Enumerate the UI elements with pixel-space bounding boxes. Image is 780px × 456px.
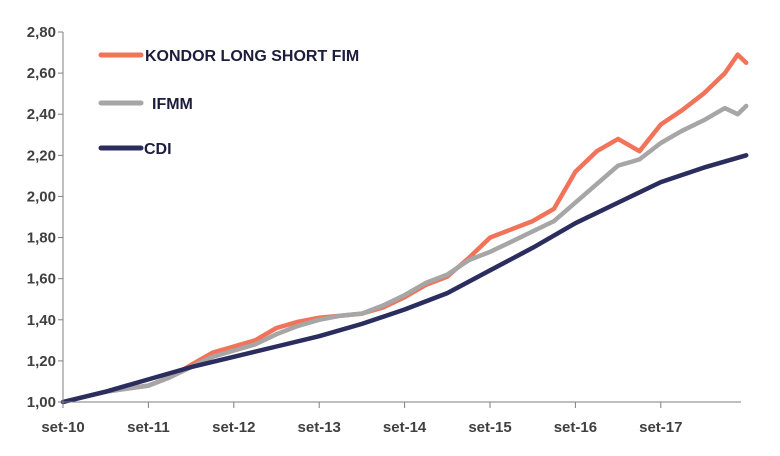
plot-lines <box>60 52 749 405</box>
y-axis-ticks: 1,00 1,20 1,40 1,60 1,80 2,00 2,20 2,40 2,60 2,80 <box>27 24 63 411</box>
y-tick-label: 1,80 <box>27 230 56 247</box>
y-tick-label: 2,00 <box>27 188 56 205</box>
x-tick-label: set-11 <box>127 419 170 436</box>
x-tick-label: set-15 <box>468 419 511 436</box>
legend: KONDOR LONG SHORT FIM IFMM CDI <box>98 48 359 158</box>
x-tick-label: set-13 <box>298 419 341 436</box>
y-tick-label: 1,40 <box>27 312 56 329</box>
series-line-1 <box>60 103 749 405</box>
x-tick-label: set-12 <box>212 419 255 436</box>
y-tick-label: 2,40 <box>27 106 56 123</box>
series-line-2 <box>60 153 749 405</box>
axes <box>62 32 741 403</box>
x-tick-label: set-16 <box>554 419 597 436</box>
y-tick-label: 1,20 <box>27 353 56 370</box>
x-axis-ticks: set-10 set-11 set-12 set-13 set-14 set-15 set-… <box>41 402 682 436</box>
legend-label-0: KONDOR LONG SHORT FIM <box>145 48 359 65</box>
x-tick-label: set-10 <box>41 419 84 436</box>
x-tick-label: set-14 <box>383 419 427 436</box>
y-tick-label: 2,20 <box>27 147 56 164</box>
y-tick-label: 2,60 <box>27 65 56 82</box>
y-tick-label: 1,00 <box>27 394 56 411</box>
y-tick-label: 2,80 <box>27 24 56 41</box>
x-tick-label: set-17 <box>639 419 682 436</box>
legend-label-1: IFMM <box>152 96 193 113</box>
legend-label-2: CDI <box>144 141 172 158</box>
y-tick-label: 1,60 <box>27 271 56 288</box>
